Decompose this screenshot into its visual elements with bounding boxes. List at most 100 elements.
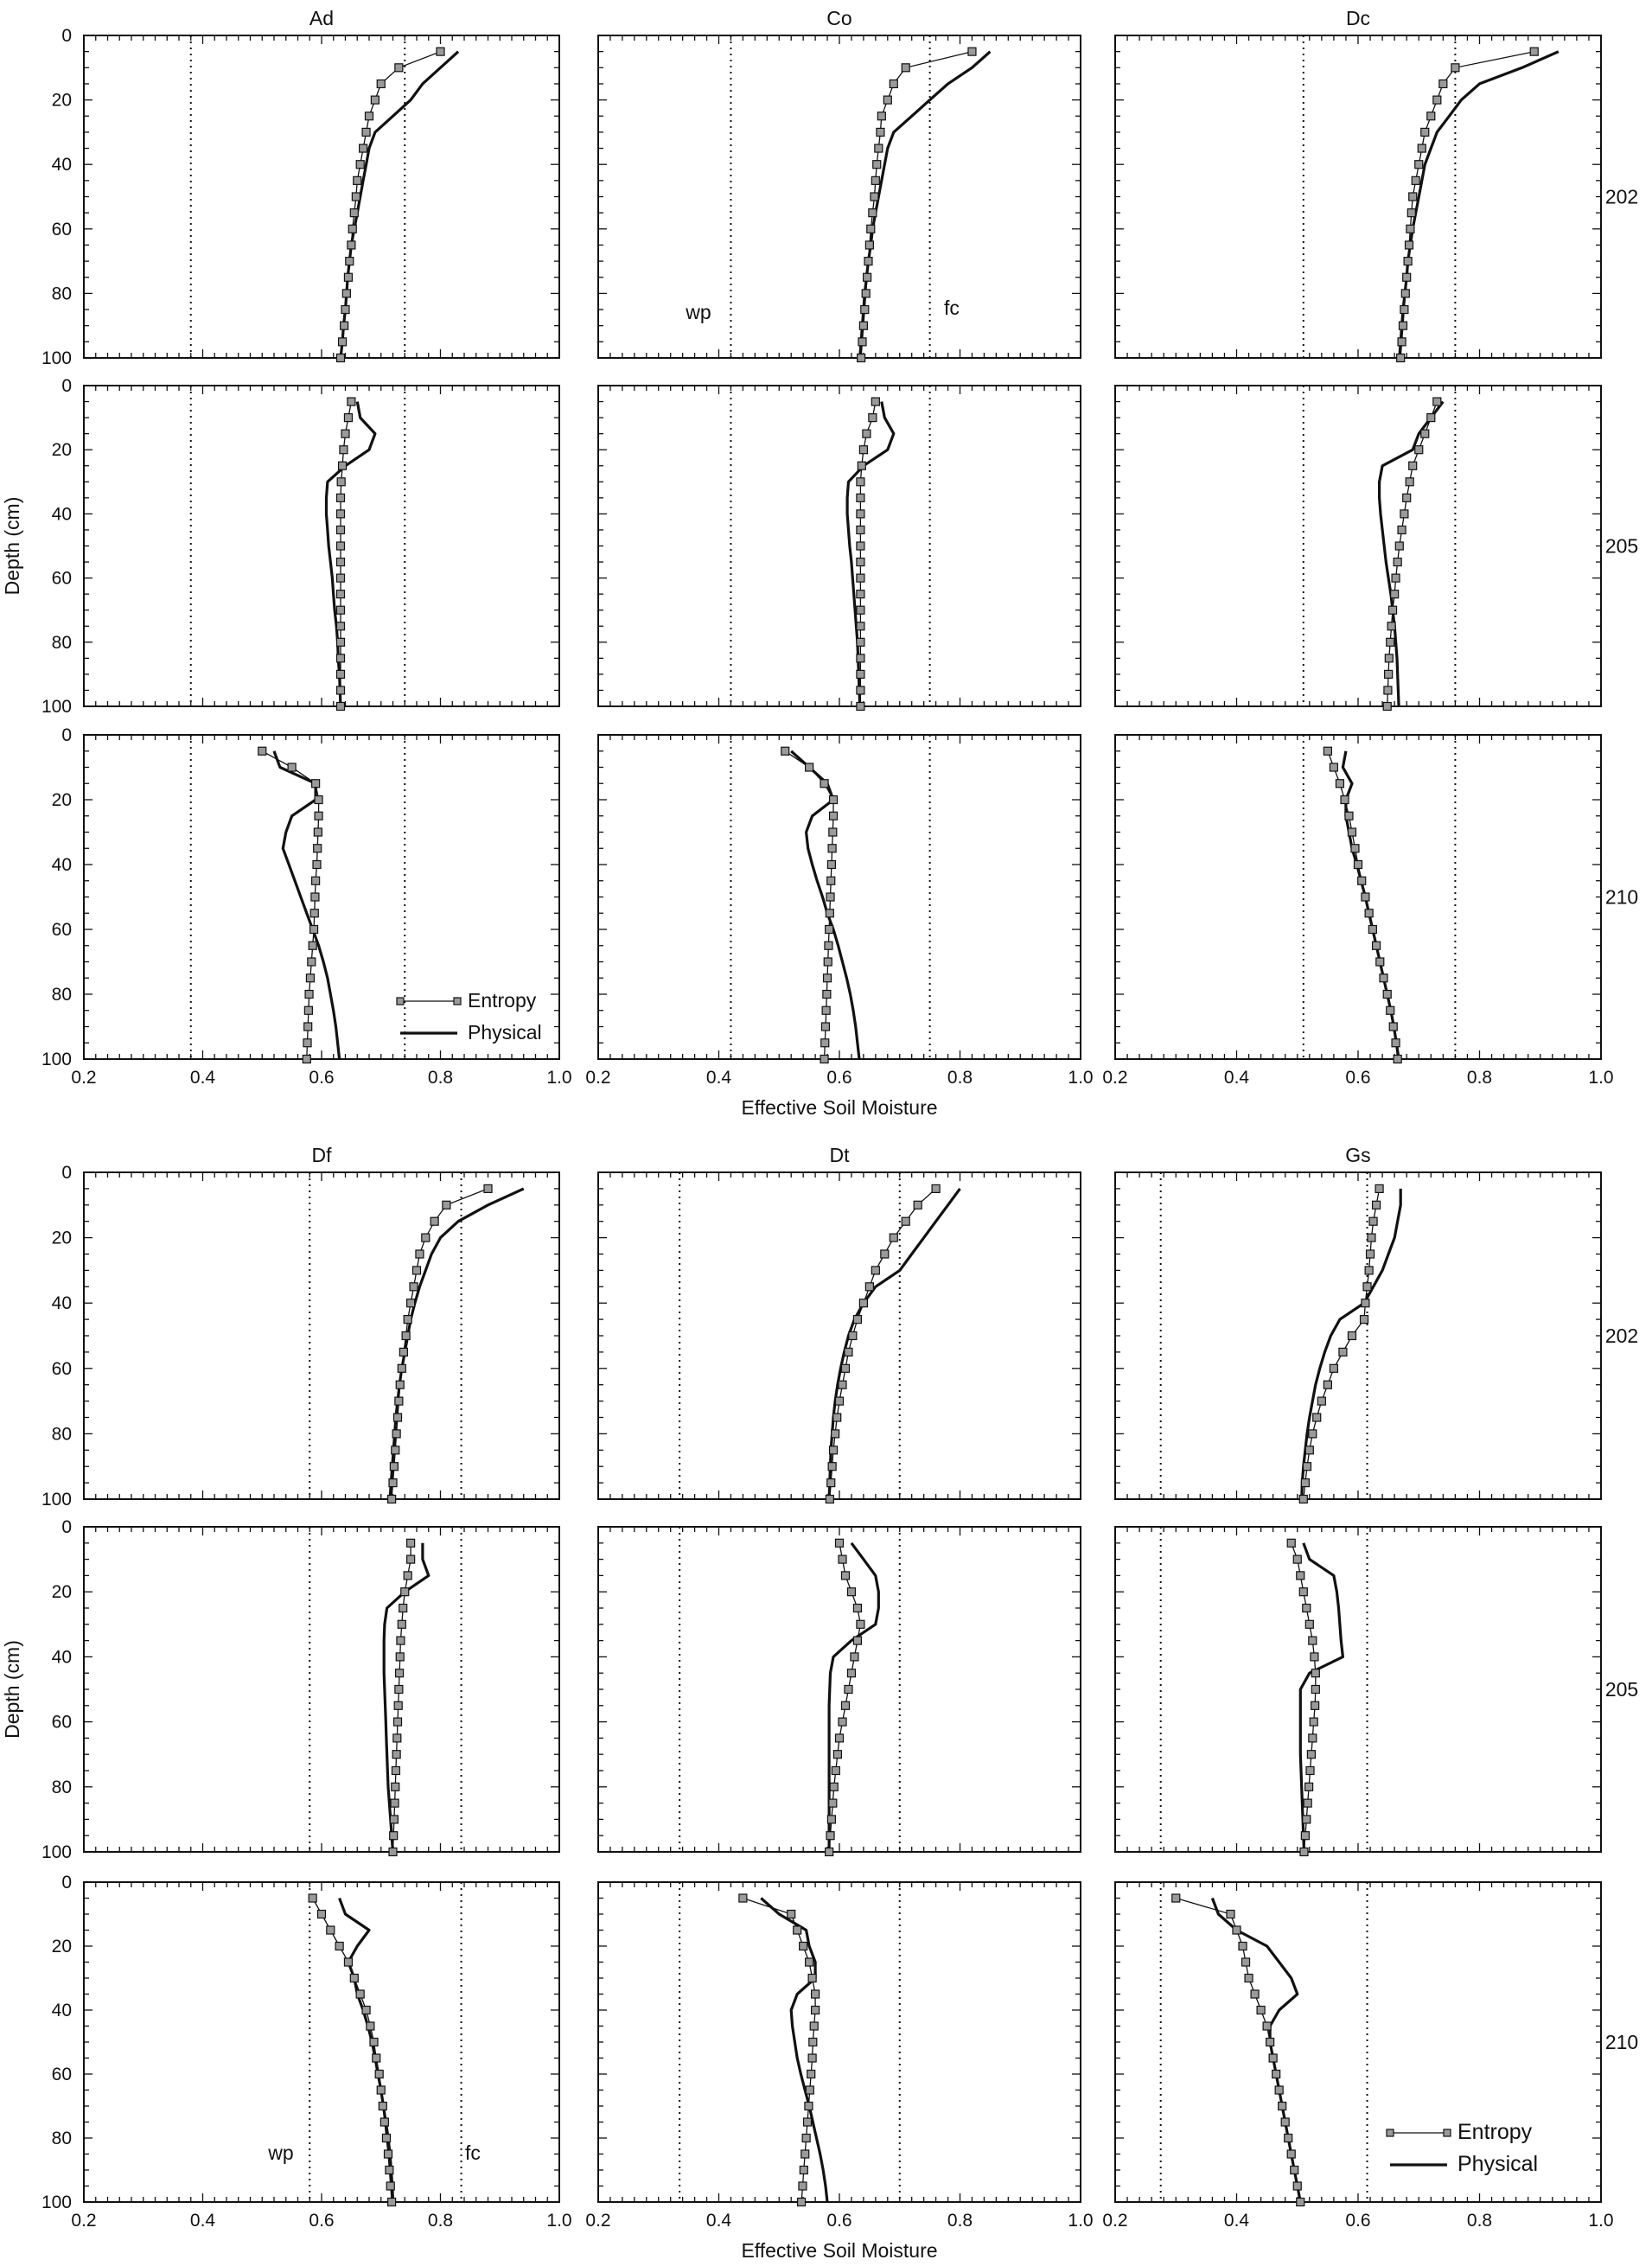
entropy-point (372, 2053, 381, 2063)
entropy-point (1309, 1717, 1318, 1727)
entropy-point (1302, 1462, 1312, 1471)
legend-top-entropy-label: Entropy (468, 989, 537, 1012)
entropy-point (1365, 1249, 1375, 1259)
entropy-point (335, 353, 346, 363)
entropy-point (871, 1266, 880, 1275)
y-tick-label: 60 (52, 920, 72, 940)
entropy-point (844, 1684, 853, 1695)
entropy-point (399, 1347, 408, 1357)
legend-bottom-entropy-marker (1443, 2129, 1451, 2137)
entropy-point (799, 1941, 808, 1951)
entropy-point (1357, 876, 1367, 885)
entropy-point (339, 445, 348, 455)
row-label: 202 (1605, 1324, 1638, 1347)
entropy-point (1371, 1200, 1381, 1210)
entropy-point (1426, 413, 1436, 423)
entropy-point (856, 541, 865, 551)
entropy-point (850, 1652, 859, 1662)
entropy-point (1393, 1054, 1402, 1064)
entropy-point (820, 779, 829, 788)
x-tick-label: 0.2 (585, 1068, 610, 1088)
entropy-point (303, 1005, 313, 1015)
entropy-point (313, 827, 322, 837)
y-tick-label: 60 (52, 2065, 72, 2084)
entropy-point (1347, 827, 1357, 837)
entropy-point (1400, 509, 1409, 519)
entropy-point (846, 1587, 857, 1597)
entropy-point (341, 289, 351, 298)
entropy-point (311, 876, 321, 885)
physical-series-line (1300, 1188, 1402, 1500)
panel-dc-202-g1-frame (1114, 35, 1602, 359)
entropy-point (868, 413, 877, 423)
entropy-point (353, 176, 362, 185)
entropy-point (807, 1973, 817, 1983)
column-title: Co (826, 7, 852, 29)
entropy-point (345, 257, 354, 266)
entropy-point (1400, 304, 1409, 315)
entropy-point (1396, 353, 1406, 363)
entropy-point (1408, 192, 1418, 201)
entropy-point (1344, 811, 1354, 820)
entropy-point (1353, 859, 1363, 870)
entropy-point (337, 337, 348, 347)
entropy-point (825, 909, 834, 918)
entropy-point (394, 1669, 405, 1678)
entropy-point (335, 525, 346, 535)
panel-gs-202-g2-frame (1114, 1171, 1602, 1500)
entropy-point (380, 2117, 389, 2127)
entropy-point (314, 811, 323, 820)
entropy-point (258, 746, 267, 756)
physical-series-line (1398, 50, 1560, 359)
entropy-point (1256, 2005, 1266, 2015)
panel-ad-205-g1-frame (83, 385, 560, 707)
entropy-point (846, 1669, 857, 1678)
entropy-point (1268, 2053, 1278, 2063)
x-tick-label: 0.6 (826, 2211, 852, 2231)
entropy-point (889, 79, 898, 89)
entropy-point (1420, 127, 1430, 137)
entropy-point (1386, 637, 1395, 647)
entropy-point (1432, 397, 1442, 406)
entropy-point (1361, 1299, 1370, 1308)
entropy-point (860, 304, 870, 315)
entropy-point (400, 1587, 410, 1597)
y-tick-label: 80 (52, 985, 72, 1005)
entropy-point (880, 1249, 890, 1259)
entropy-point (1296, 1571, 1305, 1580)
entropy-point (826, 859, 837, 870)
entropy-point (862, 429, 871, 438)
entropy-point (967, 47, 977, 56)
entropy-series-line (340, 51, 441, 359)
legend-bottom-physical-label: Physical (1457, 2152, 1538, 2176)
entropy-point (343, 1957, 354, 1967)
entropy-point (1262, 2021, 1272, 2031)
entropy-point (391, 1765, 401, 1776)
entropy-point (793, 1925, 802, 1935)
entropy-point (824, 941, 833, 950)
entropy-point (852, 1603, 863, 1613)
entropy-point (1272, 2069, 1281, 2079)
y-tick-label: 40 (52, 155, 72, 175)
entropy-point (1379, 973, 1388, 983)
x-tick-label: 0.8 (947, 2211, 973, 2231)
y-tick-label: 20 (52, 1229, 72, 1248)
entropy-point (347, 397, 356, 406)
entropy-point (1300, 1831, 1310, 1841)
fc-label: fc (944, 297, 960, 319)
physical-series-line (1298, 1542, 1345, 1853)
entropy-point (378, 2101, 387, 2111)
entropy-point (823, 957, 832, 967)
entropy-point (308, 1893, 317, 1903)
physical-series-line (339, 50, 460, 359)
entropy-point (359, 144, 368, 153)
entropy-point (335, 669, 346, 680)
panel-dt-202-g2-frame (597, 1171, 1081, 1500)
entropy-point (856, 637, 865, 647)
entropy-point (862, 272, 872, 282)
entropy-point (1384, 654, 1394, 663)
entropy-point (1308, 1733, 1317, 1743)
entropy-point (309, 909, 319, 918)
y-tick-label: 100 (41, 2193, 72, 2212)
entropy-point (392, 1750, 401, 1759)
